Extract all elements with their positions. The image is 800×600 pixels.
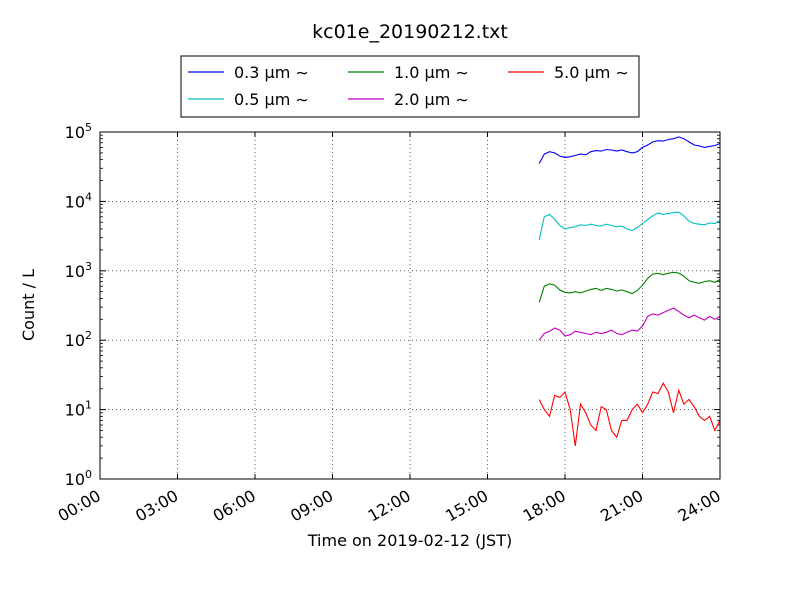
chart-title: kc01e_20190212.txt	[312, 21, 508, 43]
series-line-2	[538, 271, 720, 303]
series-line-0	[538, 136, 720, 164]
series-line-1	[538, 211, 720, 240]
major-ticks	[99, 131, 721, 480]
y-tick-label: 100	[65, 468, 92, 489]
x-axis-label: Time on 2019-02-12 (JST)	[307, 531, 512, 550]
y-tick-label: 101	[65, 399, 92, 420]
y-tick-labels: 100 101 102 103 104 105	[65, 121, 92, 489]
legend-label-4: 5.0 μm ∼	[554, 63, 629, 82]
legend-label-3: 2.0 μm ∼	[394, 90, 469, 109]
legend-box	[180, 55, 640, 118]
series-lines	[538, 136, 720, 446]
legend-label-1: 0.5 μm ∼	[234, 90, 309, 109]
legend-label-0: 0.3 μm ∼	[234, 63, 309, 82]
y-tick-label: 104	[65, 190, 92, 211]
y-axis-label: Count / L	[19, 269, 38, 341]
legend-label-2: 1.0 μm ∼	[394, 63, 469, 82]
y-tick-label: 103	[65, 260, 92, 281]
y-tick-label: 105	[65, 121, 92, 142]
legend-items: 0.3 μm ∼ 0.5 μm ∼ 1.0 μm ∼ 2.0 μm ∼ 5.0 μm ∼	[188, 63, 629, 109]
series-line-4	[538, 382, 720, 446]
legend: 0.3 μm ∼ 0.5 μm ∼ 1.0 μm ∼ 2.0 μm ∼ 5.0 μm ∼	[180, 55, 640, 118]
y-tick-label: 102	[65, 329, 92, 350]
grid-lines	[100, 132, 720, 479]
series-line-3	[538, 307, 720, 341]
